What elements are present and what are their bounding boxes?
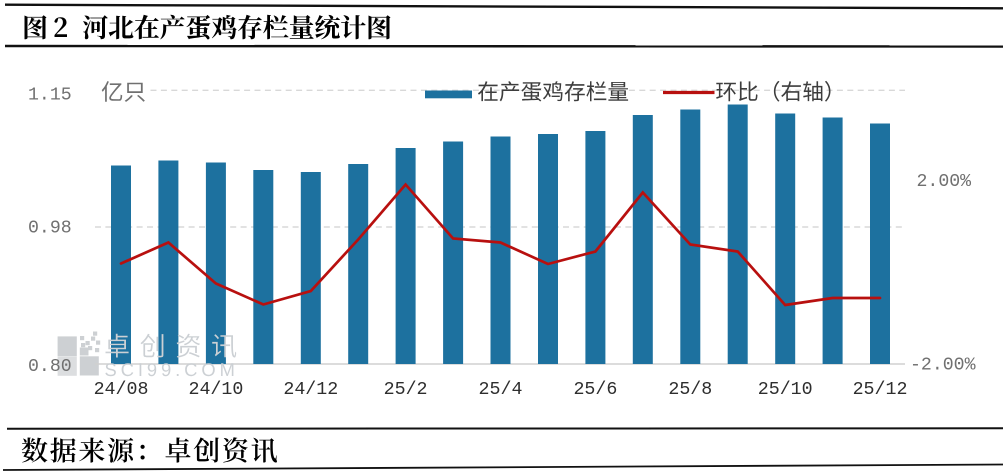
svg-text:24/10: 24/10 <box>188 380 243 400</box>
svg-text:-2.00%: -2.00% <box>910 355 976 375</box>
svg-text:25/2: 25/2 <box>384 380 428 400</box>
svg-text:0.98: 0.98 <box>28 219 72 239</box>
svg-text:0.80: 0.80 <box>28 357 72 377</box>
svg-text:2.00%: 2.00% <box>917 172 972 192</box>
svg-text:25/8: 25/8 <box>668 380 712 400</box>
svg-text:1.15: 1.15 <box>28 85 72 105</box>
svg-text:25/4: 25/4 <box>479 380 523 400</box>
svg-text:25/6: 25/6 <box>573 380 617 400</box>
svg-text:25/12: 25/12 <box>853 380 908 400</box>
svg-text:25/10: 25/10 <box>758 380 813 400</box>
svg-text:24/08: 24/08 <box>94 380 149 400</box>
svg-text:24/12: 24/12 <box>283 380 338 400</box>
